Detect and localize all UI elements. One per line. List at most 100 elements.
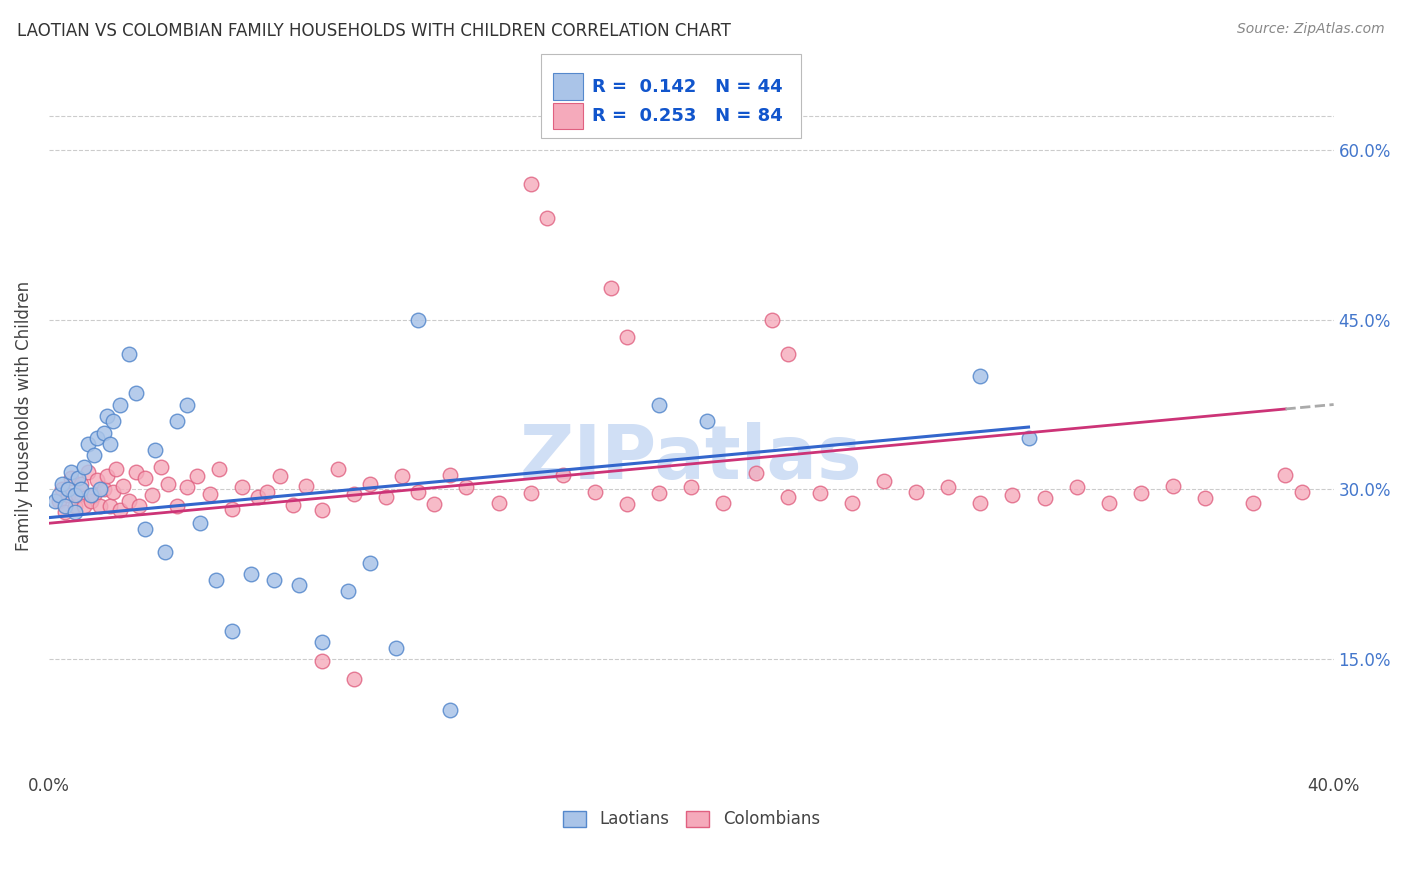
Text: Source: ZipAtlas.com: Source: ZipAtlas.com [1237,22,1385,37]
Point [70,476,93,491]
Point [221,501,243,516]
Point [150,459,173,474]
Point [108,502,131,516]
Point [118,346,141,360]
Point [96,468,118,483]
Point [1098,496,1121,510]
Point [696,415,718,429]
Point [600,281,623,295]
Point [141,488,163,502]
Point [583,484,606,499]
Point [51,476,73,491]
Point [288,578,311,592]
Point [391,468,413,483]
Point [311,502,333,516]
Point [221,624,243,638]
Point [166,415,188,429]
Point [1033,491,1056,506]
Point [326,462,349,476]
Point [63,505,86,519]
Point [616,329,638,343]
Point [51,483,73,497]
Point [208,462,231,476]
Point [73,500,96,514]
Point [1066,480,1088,494]
Point [776,346,799,360]
Point [105,462,128,476]
Point [256,484,278,499]
Point [519,485,541,500]
Point [86,432,108,446]
Point [744,467,766,481]
Point [93,425,115,440]
Point [108,397,131,411]
Text: LAOTIAN VS COLOMBIAN FAMILY HOUSEHOLDS WITH CHILDREN CORRELATION CHART: LAOTIAN VS COLOMBIAN FAMILY HOUSEHOLDS W… [17,22,731,40]
Point [359,476,381,491]
Point [439,467,461,482]
Point [98,500,121,514]
Point [125,466,148,480]
Point [93,483,115,497]
Point [63,488,86,502]
Point [83,488,105,502]
Point [343,673,366,687]
Point [311,654,333,668]
Point [73,459,96,474]
Point [761,312,783,326]
Point [439,703,461,717]
Point [198,487,221,501]
Point [343,487,366,501]
Point [53,505,76,519]
Point [551,467,574,482]
Point [53,500,76,514]
Text: R =  0.142   N = 44: R = 0.142 N = 44 [592,78,783,96]
Point [311,635,333,649]
Point [1018,432,1040,446]
Point [176,480,198,494]
Point [808,485,831,500]
Text: R =  0.253   N = 84: R = 0.253 N = 84 [592,107,783,125]
Point [776,490,799,504]
Point [269,468,291,483]
Point [60,471,83,485]
Point [240,567,263,582]
Point [188,516,211,531]
Point [111,479,134,493]
Point [336,584,359,599]
Point [616,497,638,511]
Point [166,500,188,514]
Point [936,480,959,494]
Point [648,485,671,500]
Point [44,493,66,508]
Point [385,640,408,655]
Point [408,312,430,326]
Point [66,471,89,485]
Point [246,490,269,504]
Point [176,397,198,411]
Point [186,468,208,483]
Point [153,544,176,558]
Point [713,496,735,510]
Point [103,484,125,499]
Point [536,211,558,225]
Point [423,497,446,511]
Point [1161,479,1184,493]
Point [118,493,141,508]
Point [76,437,98,451]
Point [128,500,150,514]
Point [205,573,228,587]
Point [86,473,108,487]
Point [905,484,928,499]
Point [80,488,103,502]
Point [80,493,103,508]
Point [156,476,179,491]
Point [48,493,70,508]
Point [359,556,381,570]
Point [408,484,430,499]
Point [231,480,253,494]
Point [98,437,121,451]
Point [375,490,398,504]
Point [1241,496,1264,510]
Point [1194,491,1216,506]
Point [125,386,148,401]
